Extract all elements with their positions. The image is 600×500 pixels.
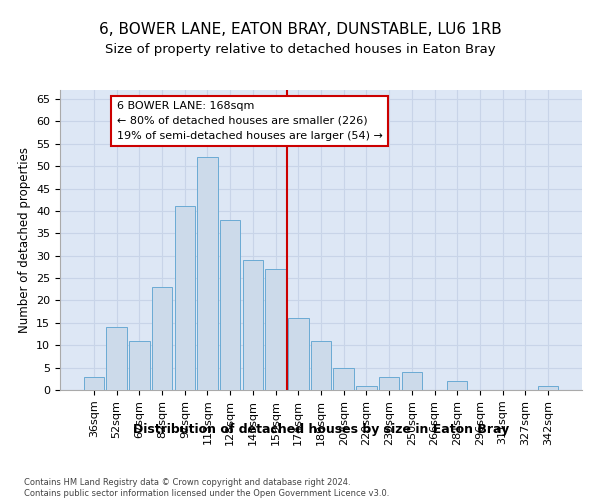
Bar	[84, 376, 104, 390]
Bar	[242, 260, 263, 390]
Bar	[129, 340, 149, 390]
Bar	[106, 328, 127, 390]
Text: Distribution of detached houses by size in Eaton Bray: Distribution of detached houses by size …	[133, 422, 509, 436]
Bar	[197, 157, 218, 390]
Bar	[175, 206, 195, 390]
Text: 6 BOWER LANE: 168sqm
← 80% of detached houses are smaller (226)
19% of semi-deta: 6 BOWER LANE: 168sqm ← 80% of detached h…	[116, 101, 383, 141]
Bar	[265, 269, 286, 390]
Text: Contains HM Land Registry data © Crown copyright and database right 2024.
Contai: Contains HM Land Registry data © Crown c…	[24, 478, 389, 498]
Bar	[379, 376, 400, 390]
Bar	[152, 287, 172, 390]
Bar	[356, 386, 377, 390]
Text: 6, BOWER LANE, EATON BRAY, DUNSTABLE, LU6 1RB: 6, BOWER LANE, EATON BRAY, DUNSTABLE, LU…	[98, 22, 502, 38]
Bar	[288, 318, 308, 390]
Bar	[401, 372, 422, 390]
Bar	[220, 220, 241, 390]
Bar	[447, 381, 467, 390]
Bar	[334, 368, 354, 390]
Bar	[311, 340, 331, 390]
Text: Size of property relative to detached houses in Eaton Bray: Size of property relative to detached ho…	[104, 42, 496, 56]
Y-axis label: Number of detached properties: Number of detached properties	[17, 147, 31, 333]
Bar	[538, 386, 558, 390]
